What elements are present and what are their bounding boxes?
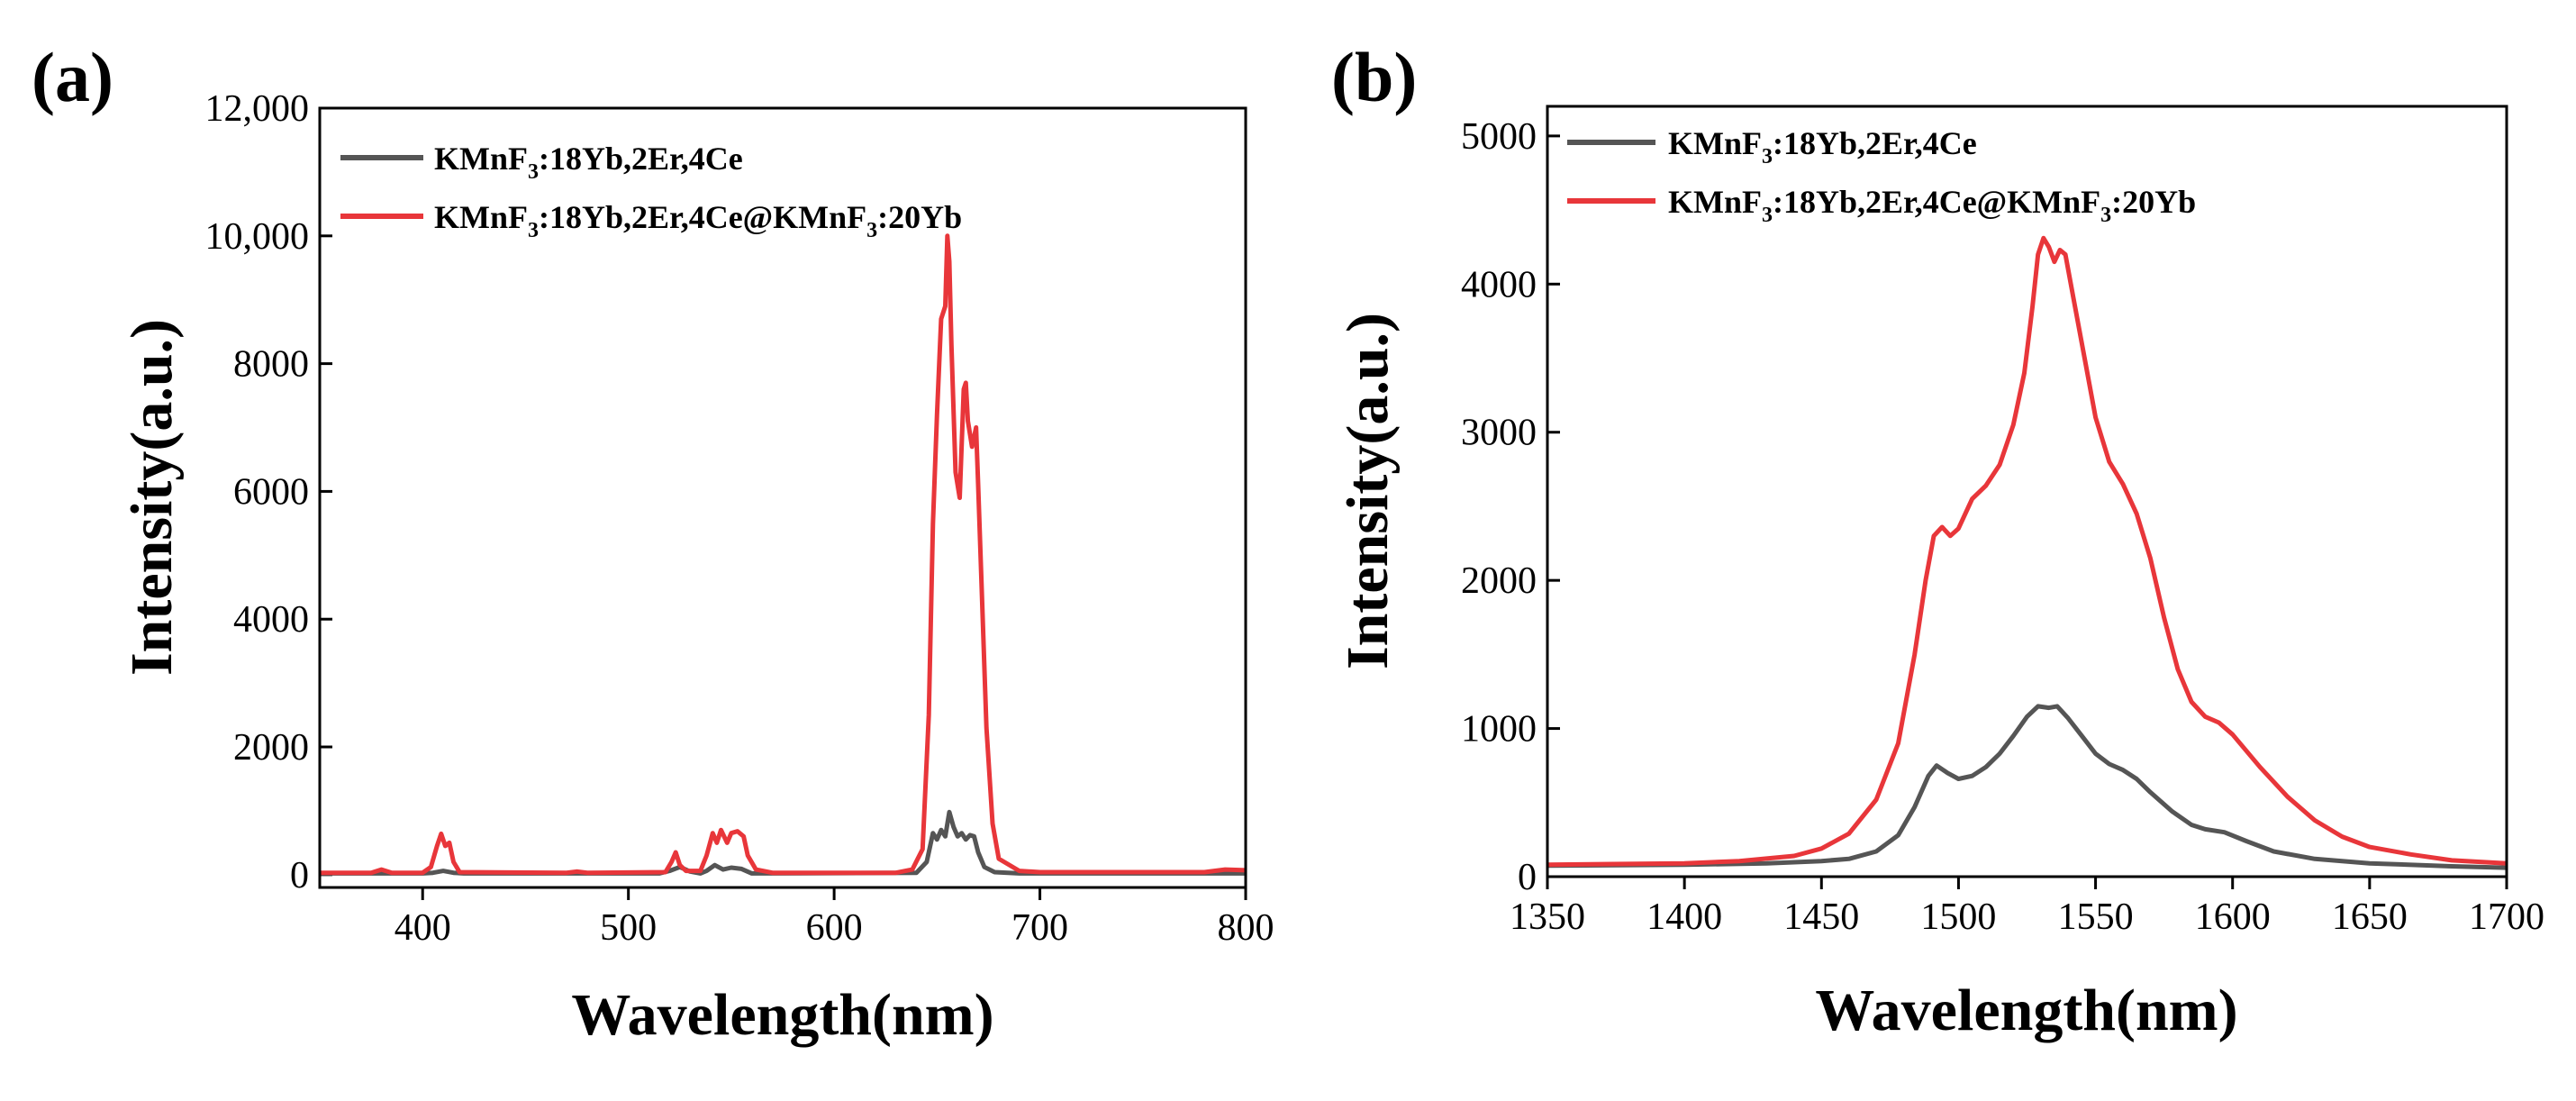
panel-a-legend: KMnF3:18Yb,2Er,4Ce KMnF3:18Yb,2Er,4Ce@KM… (340, 141, 962, 242)
panel-a-y-tick-label: 8000 (233, 344, 309, 386)
panel-a-series-core-line (320, 809, 1246, 876)
panel-a-legend-label-0: KMnF3:18Yb,2Er,4Ce (434, 141, 743, 184)
panel-a-y-tick-label: 6000 (233, 471, 309, 513)
panel-a-x-tick-label: 500 (600, 907, 657, 949)
panel-b-x-tick-label: 1400 (1646, 896, 1722, 938)
panel-b-x-axis-title: Wavelength(nm) (1815, 978, 2237, 1043)
panel-b-y-tick-label: 1000 (1461, 709, 1537, 751)
panel-b-label: (b) (1331, 38, 1417, 116)
panel-b-y-tick-label: 2000 (1461, 560, 1537, 602)
panel-b-x-tick-label: 1350 (1510, 896, 1585, 938)
panel-b-y-tick-label: 3000 (1461, 413, 1537, 454)
panel-b-legend: KMnF3:18Yb,2Er,4Ce KMnF3:18Yb,2Er,4Ce@KM… (1567, 125, 2196, 227)
panel-a-x-axis-title: Wavelength(nm) (571, 982, 993, 1048)
panel-a-legend-label-1: KMnF3:18Yb,2Er,4Ce@KMnF3:20Yb (434, 199, 962, 242)
panel-b-x-tick-label: 1600 (2195, 896, 2271, 938)
panel-a-series (320, 233, 1247, 876)
panel-a-y-tick-label: 10,000 (205, 216, 310, 258)
panel-a-x-tick-label: 700 (1011, 907, 1068, 949)
panel-b-x-tick-label: 1700 (2469, 896, 2544, 938)
panel-b-x-ticks: 1350 1400 1450 1500 1550 1600 1650 1700 (1510, 877, 2544, 938)
panel-b-y-tick-label: 5000 (1461, 116, 1537, 158)
panel-b-legend-label-0: KMnF3:18Yb,2Er,4Ce (1668, 125, 1977, 168)
panel-a-series-core-shell-line (320, 233, 1247, 876)
panel-a-y-tick-label: 12,000 (205, 88, 310, 130)
panel-b-series-core-line (1547, 704, 2508, 870)
panel-a-y-tick-label: 2000 (233, 727, 309, 769)
panel-a-x-tick-label: 800 (1218, 907, 1274, 949)
panel-a-x-tick-label: 600 (806, 907, 863, 949)
panel-b-x-tick-label: 1550 (2058, 896, 2134, 938)
panel-b-x-tick-label: 1650 (2332, 896, 2408, 938)
panel-a-y-ticks: 0 2000 4000 6000 8000 10,000 12,000 (205, 88, 332, 896)
panel-a-y-axis-title: Intensity(a.u.) (119, 319, 185, 676)
panel-b-legend-label-1: KMnF3:18Yb,2Er,4Ce@KMnF3:20Yb (1668, 184, 2196, 227)
panel-b-series (1547, 235, 2508, 870)
panel-a-y-tick-label: 4000 (233, 599, 309, 641)
panel-a-label: (a) (32, 38, 113, 116)
panel-a-x-tick-label: 400 (395, 907, 451, 949)
panel-a: (a) 0 2000 4000 6000 8000 10,000 12,000 400 500… (32, 38, 1274, 1048)
panel-b-y-tick-label: 0 (1518, 857, 1537, 898)
panel-b-series-core-shell-line (1547, 235, 2508, 868)
panel-a-plot-frame (318, 106, 1247, 889)
panel-b-y-axis-title: Intensity(a.u.) (1335, 313, 1401, 669)
panel-a-x-ticks: 400 500 600 700 800 (395, 887, 1274, 949)
panel-b-y-ticks: 0 1000 2000 3000 4000 5000 (1461, 116, 1560, 898)
panel-b-y-tick-label: 4000 (1461, 264, 1537, 305)
panel-b-x-tick-label: 1500 (1920, 896, 1996, 938)
panel-b-plot-frame (1546, 105, 2508, 878)
panel-a-y-tick-label: 0 (290, 855, 309, 896)
panel-b-x-tick-label: 1450 (1783, 896, 1859, 938)
panel-b: (b) 0 1000 2000 3000 4000 5000 1350 1400 1450 15… (1331, 38, 2544, 1043)
